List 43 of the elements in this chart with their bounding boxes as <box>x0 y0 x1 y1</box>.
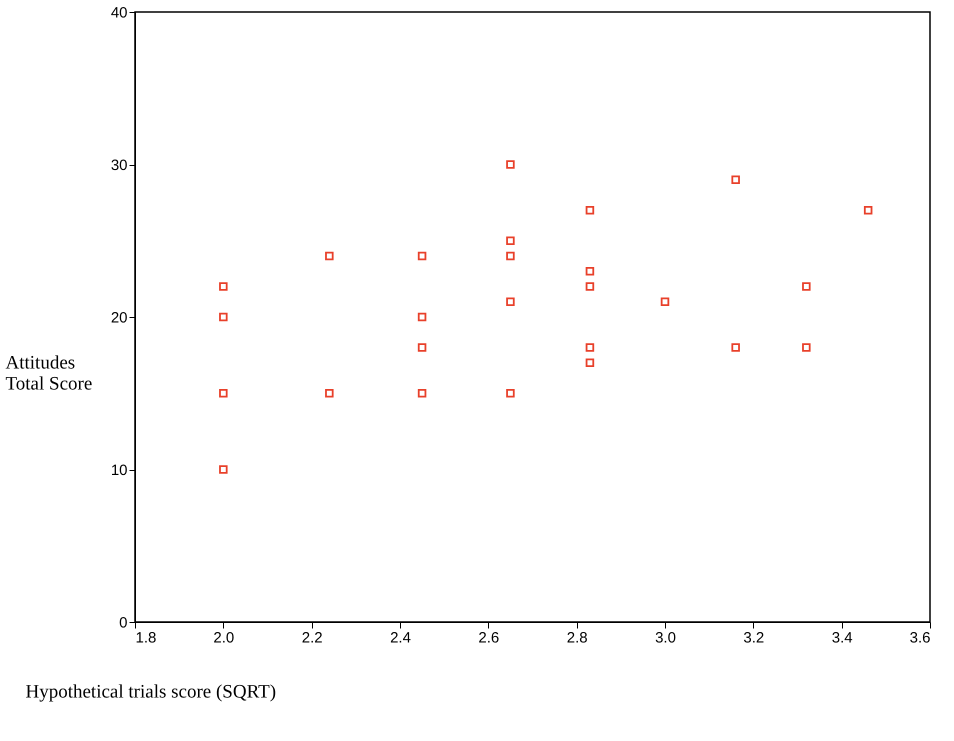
y-tick-label: 40 <box>110 4 128 22</box>
point <box>219 465 228 474</box>
point <box>325 252 334 260</box>
point <box>506 236 515 246</box>
x-tick-label: 2.4 <box>390 630 411 646</box>
x-axis-title: Hypothetical trials score (SQRT) <box>26 682 276 702</box>
x-tick-label: 3.0 <box>655 630 676 646</box>
x-tick-label: 3.2 <box>743 630 764 646</box>
y-axis-title: Attitudes Total Score <box>6 352 92 394</box>
point <box>802 282 811 291</box>
y-tick-label: 20 <box>110 310 128 326</box>
point <box>219 388 228 398</box>
point <box>219 282 228 291</box>
point <box>586 206 594 215</box>
point <box>731 343 740 352</box>
point <box>586 358 594 368</box>
point <box>506 388 515 398</box>
y-tick-label: 0 <box>119 614 128 632</box>
point <box>219 312 228 322</box>
point <box>418 312 426 322</box>
point <box>325 388 334 398</box>
point <box>506 297 515 306</box>
point <box>586 266 594 276</box>
x-tick-label: 3.6 <box>910 630 930 646</box>
y-tick-label: 30 <box>110 157 128 174</box>
point <box>418 252 426 260</box>
x-tick-label: 2.0 <box>213 630 234 646</box>
point <box>731 175 740 184</box>
point <box>506 252 515 260</box>
point <box>864 206 872 215</box>
x-tick-label: 2.2 <box>302 630 323 646</box>
y-tick-label: 10 <box>110 462 128 479</box>
x-tick-label: 2.8 <box>566 630 588 646</box>
point <box>418 388 426 398</box>
point <box>506 160 515 169</box>
x-tick-label: 3.4 <box>832 630 853 646</box>
point <box>418 343 426 352</box>
x-tick-label: 2.6 <box>478 630 500 646</box>
point <box>586 282 594 291</box>
x-tick-label: 1.8 <box>136 630 156 646</box>
point <box>660 297 670 306</box>
point <box>586 343 594 352</box>
point <box>802 343 811 352</box>
